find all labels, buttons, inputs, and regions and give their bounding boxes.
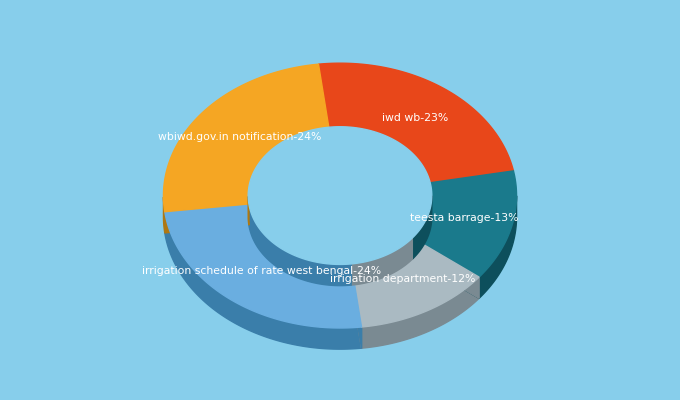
Polygon shape [412, 238, 479, 298]
Polygon shape [248, 127, 432, 264]
Polygon shape [362, 277, 479, 348]
Polygon shape [163, 197, 165, 233]
Polygon shape [165, 204, 249, 233]
Text: irrigation schedule of rate west bengal-24%: irrigation schedule of rate west bengal-… [142, 266, 381, 276]
Polygon shape [163, 64, 329, 212]
Polygon shape [165, 204, 249, 233]
Polygon shape [412, 171, 517, 277]
Polygon shape [351, 264, 362, 348]
Polygon shape [412, 238, 479, 298]
Text: iwd wb-23%: iwd wb-23% [382, 113, 448, 123]
Polygon shape [351, 238, 479, 327]
Text: irrigation department-12%: irrigation department-12% [330, 274, 475, 284]
Polygon shape [165, 212, 362, 349]
Polygon shape [412, 196, 432, 259]
Text: teesta barrage-13%: teesta barrage-13% [409, 213, 518, 223]
Polygon shape [318, 63, 513, 183]
Polygon shape [351, 238, 412, 285]
Polygon shape [249, 204, 351, 286]
Polygon shape [479, 196, 517, 298]
Text: wbiwd.gov.in notification-24%: wbiwd.gov.in notification-24% [158, 132, 321, 142]
Polygon shape [351, 264, 362, 348]
Polygon shape [165, 204, 362, 328]
